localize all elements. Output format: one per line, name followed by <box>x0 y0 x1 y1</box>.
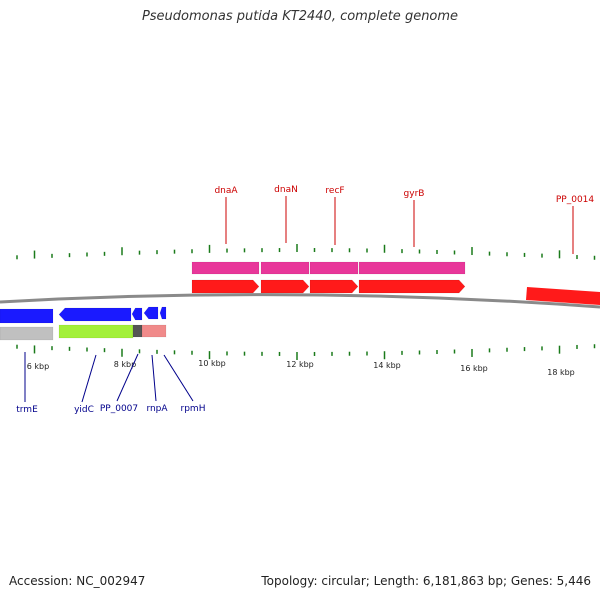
cds-feature[interactable] <box>58 324 134 339</box>
reverse-gene-leader-line <box>116 353 139 402</box>
cds-feature[interactable] <box>132 324 143 338</box>
tick-label: 8 kbp <box>114 360 136 369</box>
reverse-gene-arrow[interactable] <box>0 308 54 324</box>
genome-summary-text: Topology: circular; Length: 6,181,863 bp… <box>261 574 591 588</box>
reverse-gene-lane2[interactable] <box>0 326 54 341</box>
tick-labels: 6 kbp 8 kbp 10 kbp 12 kbp 14 kbp 16 kbp 18 kbp <box>27 359 575 377</box>
forward-gene-lane2[interactable] <box>260 261 310 275</box>
reverse-gene-arrow[interactable] <box>58 307 132 322</box>
reverse-gene-leader-line <box>163 354 194 402</box>
tick-label: 6 kbp <box>27 362 49 371</box>
tick-label: 16 kbp <box>460 364 488 373</box>
reverse-gene-label[interactable]: rpmH <box>181 404 206 414</box>
tick-label: 18 kbp <box>547 368 575 377</box>
tick-label: 10 kbp <box>198 359 226 368</box>
forward-gene-arrow[interactable] <box>526 287 600 305</box>
cds-feature[interactable] <box>141 324 167 338</box>
reverse-gene-label[interactable]: yidC <box>74 405 94 415</box>
reverse-gene-leader-line <box>81 354 97 403</box>
forward-gene-label[interactable]: dnaA <box>214 186 238 196</box>
genome-title: Pseudomonas putida KT2440, complete geno… <box>141 9 459 24</box>
forward-gene-label[interactable]: dnaN <box>274 185 298 195</box>
reverse-gene-arrow[interactable] <box>159 306 167 320</box>
accession-text: Accession: NC_002947 <box>9 574 146 588</box>
forward-gene-arrow[interactable] <box>260 279 310 294</box>
reverse-gene-label[interactable]: PP_0007 <box>100 404 138 414</box>
feature-track[interactable] <box>0 261 600 341</box>
forward-gene-lane2[interactable] <box>191 261 260 275</box>
forward-gene-lane2[interactable] <box>358 261 466 275</box>
tick-label: 14 kbp <box>373 361 401 370</box>
reverse-gene-arrow[interactable] <box>143 306 159 320</box>
forward-gene-lane2[interactable] <box>309 261 359 275</box>
tick-row-bottom <box>16 344 596 360</box>
reverse-gene-label[interactable]: rnpA <box>146 404 168 414</box>
tick-label: 12 kbp <box>286 360 314 369</box>
forward-gene-label[interactable]: recF <box>325 186 344 196</box>
reverse-gene-label[interactable]: trmE <box>16 405 38 415</box>
gene-labels[interactable]: dnaA dnaN recF gyrB PP_0014 trmE yidC PP_0007 rn… <box>16 185 594 415</box>
forward-gene-label[interactable]: gyrB <box>404 189 425 199</box>
forward-gene-label[interactable]: PP_0014 <box>556 195 595 205</box>
forward-gene-arrow[interactable] <box>191 279 260 294</box>
tick-row-top <box>16 244 596 260</box>
reverse-gene-arrow[interactable] <box>131 307 143 321</box>
genome-backbone <box>0 293 600 309</box>
reverse-gene-leader-line <box>151 354 157 402</box>
forward-gene-arrow[interactable] <box>309 279 359 294</box>
forward-gene-arrow[interactable] <box>358 279 466 294</box>
